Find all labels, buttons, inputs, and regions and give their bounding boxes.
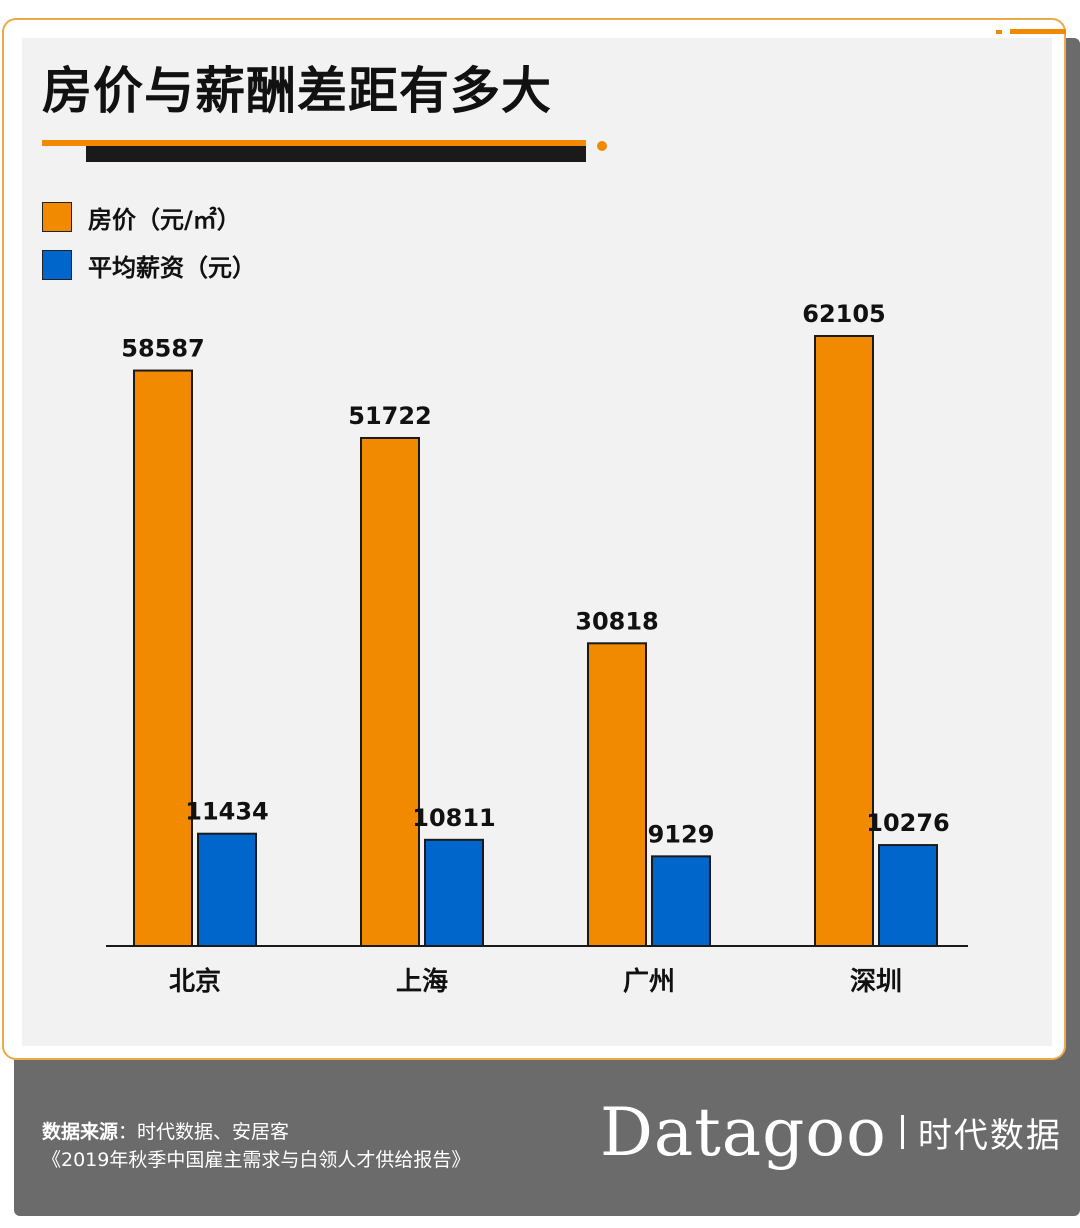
legend-swatch-salary bbox=[42, 250, 72, 280]
title-underline-black bbox=[86, 146, 586, 162]
legend-label-house-price: 房价（元/㎡） bbox=[88, 205, 241, 234]
brand-logo: Datagoo bbox=[600, 1093, 887, 1171]
category-label-1: 上海 bbox=[396, 967, 448, 997]
legend-swatch-house-price bbox=[42, 202, 72, 232]
data-label-house-price-2: 30818 bbox=[575, 607, 659, 635]
legend-item-house-price: 房价（元/㎡） bbox=[42, 202, 256, 234]
data-label-salary-2: 9129 bbox=[648, 820, 715, 848]
data-label-salary-0: 11434 bbox=[185, 798, 269, 826]
title-accent-dot bbox=[597, 141, 607, 151]
bar-salary-3 bbox=[878, 844, 938, 948]
data-label-house-price-0: 58587 bbox=[121, 335, 205, 363]
brand-separator bbox=[900, 1115, 904, 1149]
bar-house-price-3 bbox=[814, 335, 874, 947]
source-report: 《2019年秋季中国雇主需求与白领人才供给报告》 bbox=[42, 1149, 471, 1171]
data-label-house-price-3: 62105 bbox=[802, 300, 886, 328]
legend-label-salary: 平均薪资（元） bbox=[88, 253, 256, 282]
bar-chart: 58587 11434 北京 51722 10811 上海 30818 9129 广州 62105… bbox=[106, 300, 968, 997]
legend: 房价（元/㎡） 平均薪资（元） bbox=[42, 202, 256, 298]
category-label-0: 北京 bbox=[169, 966, 221, 997]
category-label-3: 深圳 bbox=[850, 967, 902, 997]
bar-salary-2 bbox=[651, 855, 711, 948]
bar-house-price-2 bbox=[587, 642, 647, 947]
bar-house-price-1 bbox=[360, 436, 420, 947]
corner-accent-dot bbox=[996, 30, 1002, 34]
footer-source: 数据来源：时代数据、安居客 《2019年秋季中国雇主需求与白领人才供给报告》 bbox=[42, 1118, 470, 1174]
bar-salary-0 bbox=[197, 832, 257, 948]
legend-item-salary: 平均薪资（元） bbox=[42, 250, 256, 282]
data-label-salary-3: 10276 bbox=[866, 809, 950, 837]
chart-title: 房价与薪酬差距有多大 bbox=[42, 62, 552, 120]
category-label-2: 广州 bbox=[623, 967, 675, 997]
brand: Datagoo 时代数据 bbox=[600, 1092, 1062, 1172]
data-label-salary-1: 10811 bbox=[412, 804, 496, 832]
brand-name-cn: 时代数据 bbox=[917, 1115, 1062, 1156]
corner-accent-line bbox=[1010, 29, 1066, 34]
data-label-house-price-1: 51722 bbox=[348, 402, 432, 430]
title-underline-orange bbox=[42, 140, 586, 146]
source-label: 数据来源 bbox=[42, 1121, 119, 1143]
bar-house-price-0 bbox=[133, 369, 193, 947]
source-text: ：时代数据、安居客 bbox=[118, 1121, 290, 1143]
bar-salary-1 bbox=[424, 838, 484, 947]
